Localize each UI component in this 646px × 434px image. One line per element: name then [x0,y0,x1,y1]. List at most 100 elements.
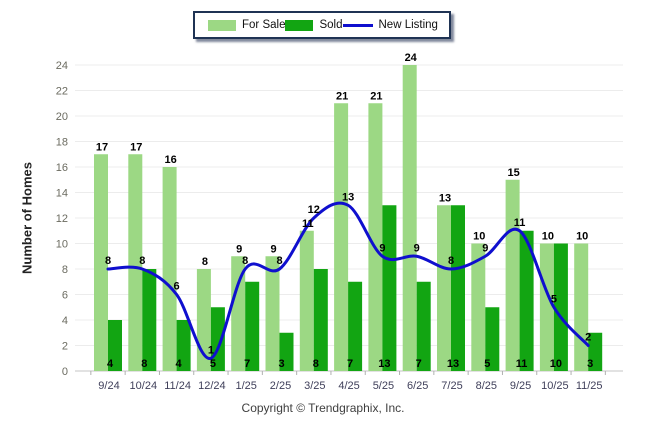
sold-swatch-icon [285,19,314,31]
y-tick-label: 0 [62,366,68,378]
legend-label-for-sale: For Sale [242,19,286,31]
bar-sold [279,332,294,371]
for-sale-value-label: 15 [507,167,519,179]
new-listing-value-label: 9 [379,242,385,254]
y-tick-label: 14 [56,188,68,200]
y-tick-label: 24 [56,60,68,72]
bar-for-sale [574,243,589,371]
x-axis-label: 10/24 [130,380,158,392]
bar-sold [416,281,431,371]
bar-for-sale [299,230,314,371]
sold-value-label: 10 [550,358,562,370]
sold-value-label: 13 [378,358,390,370]
sold-value-label: 13 [447,358,459,370]
sold-value-label: 5 [210,358,216,370]
x-axis-label: 12/24 [198,380,226,392]
legend-item-sold: Sold [285,19,343,31]
bar-for-sale [539,243,554,371]
copyright-text: Copyright © Trendgraphix, Inc. [241,401,405,415]
bar-for-sale [471,243,486,371]
sold-value-label: 3 [278,358,284,370]
bar-for-sale [368,103,383,371]
sold-value-label: 8 [141,358,147,370]
new-listing-line-icon [342,23,373,27]
new-listing-value-label: 8 [448,255,454,267]
new-listing-value-label: 6 [174,281,180,293]
x-axis-label: 1/25 [235,380,256,392]
for-sale-value-label: 17 [96,141,108,153]
for-sale-value-label: 21 [336,90,348,102]
bar-for-sale [128,154,143,371]
for-sale-value-label: 9 [270,243,276,255]
sold-value-label: 7 [416,358,422,370]
bar-for-sale [334,103,349,371]
x-axis-label: 5/25 [373,380,394,392]
bar-sold [348,281,363,371]
sold-value-label: 4 [107,358,114,370]
x-axis-label: 11/25 [576,380,603,392]
x-axis-label: 10/25 [541,380,569,392]
for-sale-value-label: 10 [576,231,588,243]
x-axis-label: 8/25 [476,380,497,392]
x-axis-label: 9/24 [98,380,119,392]
x-axis-label: 9/25 [510,380,531,392]
legend: For Sale Sold New Listing [193,11,451,39]
for-sale-value-label: 17 [130,141,142,153]
x-axis-label: 3/25 [304,380,325,392]
x-axis-label: 4/25 [338,380,359,392]
x-axis-label: 7/25 [441,380,462,392]
new-listing-value-label: 11 [514,217,526,229]
for-sale-swatch-icon [208,19,236,31]
y-tick-label: 12 [56,213,68,225]
bar-for-sale [94,154,108,371]
bar-sold [519,230,534,371]
sold-value-label: 7 [244,358,250,370]
x-axis-label: 11/24 [164,380,191,392]
sold-value-label: 7 [347,358,353,370]
bar-sold [245,281,260,371]
legend-item-new-listing: New Listing [342,19,438,31]
sold-value-label: 3 [587,358,593,370]
new-listing-value-label: 8 [105,255,111,267]
y-tick-label: 4 [62,315,68,327]
for-sale-value-label: 11 [302,218,314,230]
bar-for-sale [437,205,451,371]
new-listing-value-label: 8 [139,255,145,267]
bar-sold [588,332,603,371]
new-listing-line [106,201,590,360]
bar-sold [382,205,397,371]
sold-value-label: 4 [176,358,183,370]
for-sale-value-label: 21 [370,90,382,102]
bar-sold [553,243,568,371]
for-sale-value-label: 8 [202,256,208,268]
new-listing-value-label: 1 [208,344,214,356]
y-tick-label: 16 [56,162,68,174]
bar-for-sale [162,167,177,371]
bar-sold [108,320,122,371]
for-sale-value-label: 9 [236,243,242,255]
sold-value-label: 5 [484,358,490,370]
bar-sold [176,320,191,371]
new-listing-value-label: 12 [308,204,320,216]
x-axis-label: 2/25 [270,380,291,392]
new-listing-value-label: 9 [482,242,488,254]
x-axis-label: 6/25 [407,380,428,392]
bar-sold [313,269,328,371]
legend-item-for-sale: For Sale [208,19,285,31]
y-tick-label: 6 [62,290,68,302]
sold-value-label: 8 [313,358,319,370]
bar-for-sale [505,179,520,371]
bar-sold [485,307,500,371]
new-listing-value-label: 5 [551,293,557,305]
sold-value-label: 11 [516,358,528,370]
bar-for-sale [231,256,246,371]
y-tick-label: 10 [56,239,68,251]
bar-sold [451,205,465,371]
legend-label-sold: Sold [319,19,343,31]
y-tick-label: 2 [62,341,68,353]
for-sale-value-label: 16 [164,154,176,166]
y-tick-label: 8 [62,264,68,276]
bar-for-sale [265,256,280,371]
